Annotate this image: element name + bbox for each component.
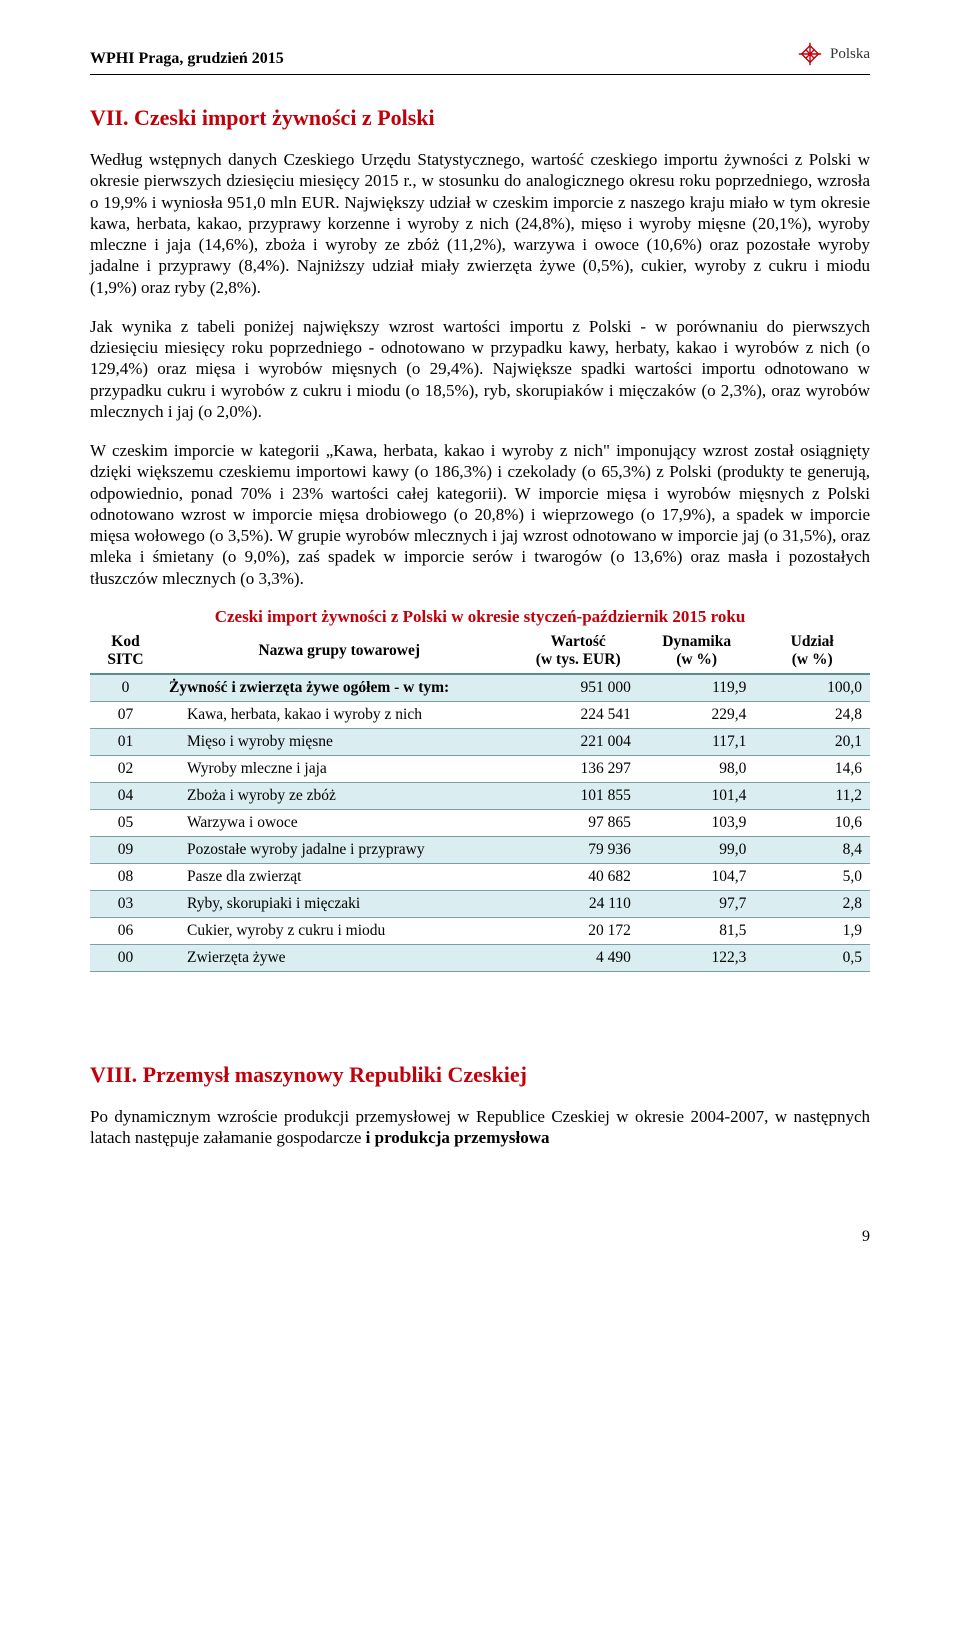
header-logo: Polska xyxy=(796,40,870,68)
cell-share: 14,6 xyxy=(754,755,870,782)
cell-code: 01 xyxy=(90,728,161,755)
cell-value: 4 490 xyxy=(518,944,639,971)
cell-dynamics: 119,9 xyxy=(639,674,755,702)
cell-code: 06 xyxy=(90,917,161,944)
table-row: 05Warzywa i owoce97 865103,910,6 xyxy=(90,809,870,836)
col-name: Nazwa grupy towarowej xyxy=(161,629,518,674)
logo-text: Polska xyxy=(830,46,870,63)
cell-code: 02 xyxy=(90,755,161,782)
cell-value: 951 000 xyxy=(518,674,639,702)
cell-share: 11,2 xyxy=(754,782,870,809)
table-row: 04Zboża i wyroby ze zbóż101 855101,411,2 xyxy=(90,782,870,809)
section-7-para-2: Jak wynika z tabeli poniżej największy w… xyxy=(90,316,870,422)
cell-share: 5,0 xyxy=(754,863,870,890)
col-dynamics: Dynamika (w %) xyxy=(639,629,755,674)
cell-value: 24 110 xyxy=(518,890,639,917)
table-row: 00Zwierzęta żywe4 490122,30,5 xyxy=(90,944,870,971)
cell-dynamics: 122,3 xyxy=(639,944,755,971)
col-value: Wartość (w tys. EUR) xyxy=(518,629,639,674)
section-7-para-1: Według wstępnych danych Czeskiego Urzędu… xyxy=(90,149,870,298)
section-8-heading: VIII. Przemysł maszynowy Republiki Czesk… xyxy=(90,1062,870,1088)
cell-value: 20 172 xyxy=(518,917,639,944)
table-row: 03Ryby, skorupiaki i mięczaki24 11097,72… xyxy=(90,890,870,917)
import-table: Kod SITC Nazwa grupy towarowej Wartość (… xyxy=(90,629,870,972)
cell-name: Pozostałe wyroby jadalne i przyprawy xyxy=(161,836,518,863)
cell-code: 0 xyxy=(90,674,161,702)
cell-value: 224 541 xyxy=(518,701,639,728)
cell-value: 40 682 xyxy=(518,863,639,890)
cell-code: 09 xyxy=(90,836,161,863)
cell-name: Pasze dla zwierząt xyxy=(161,863,518,890)
table-row: 0Żywność i zwierzęta żywe ogółem - w tym… xyxy=(90,674,870,702)
cell-dynamics: 98,0 xyxy=(639,755,755,782)
cell-share: 20,1 xyxy=(754,728,870,755)
cell-value: 97 865 xyxy=(518,809,639,836)
table-row: 01Mięso i wyroby mięsne221 004117,120,1 xyxy=(90,728,870,755)
cell-dynamics: 229,4 xyxy=(639,701,755,728)
cell-share: 10,6 xyxy=(754,809,870,836)
table-row: 08Pasze dla zwierząt40 682104,75,0 xyxy=(90,863,870,890)
cell-code: 03 xyxy=(90,890,161,917)
cell-dynamics: 97,7 xyxy=(639,890,755,917)
section-8-para-1: Po dynamicznym wzroście produkcji przemy… xyxy=(90,1106,870,1149)
cell-name: Warzywa i owoce xyxy=(161,809,518,836)
table-row: 06Cukier, wyroby z cukru i miodu20 17281… xyxy=(90,917,870,944)
cell-name: Wyroby mleczne i jaja xyxy=(161,755,518,782)
cell-share: 24,8 xyxy=(754,701,870,728)
cell-dynamics: 99,0 xyxy=(639,836,755,863)
page-number: 9 xyxy=(90,1228,870,1246)
page-header: WPHI Praga, grudzień 2015 Polska xyxy=(90,40,870,75)
cell-name: Mięso i wyroby mięsne xyxy=(161,728,518,755)
cell-name: Żywność i zwierzęta żywe ogółem - w tym: xyxy=(161,674,518,702)
cell-dynamics: 117,1 xyxy=(639,728,755,755)
cell-value: 136 297 xyxy=(518,755,639,782)
table-row: 02Wyroby mleczne i jaja136 29798,014,6 xyxy=(90,755,870,782)
cell-dynamics: 81,5 xyxy=(639,917,755,944)
cell-name: Ryby, skorupiaki i mięczaki xyxy=(161,890,518,917)
cell-share: 1,9 xyxy=(754,917,870,944)
cell-dynamics: 104,7 xyxy=(639,863,755,890)
section-7-heading: VII. Czeski import żywności z Polski xyxy=(90,105,870,131)
cell-code: 08 xyxy=(90,863,161,890)
cell-code: 04 xyxy=(90,782,161,809)
table-row: 07Kawa, herbata, kakao i wyroby z nich22… xyxy=(90,701,870,728)
cell-share: 8,4 xyxy=(754,836,870,863)
cell-name: Kawa, herbata, kakao i wyroby z nich xyxy=(161,701,518,728)
section-7-para-3: W czeskim imporcie w kategorii „Kawa, he… xyxy=(90,440,870,589)
table-row: 09Pozostałe wyroby jadalne i przyprawy79… xyxy=(90,836,870,863)
cell-dynamics: 101,4 xyxy=(639,782,755,809)
header-title: WPHI Praga, grudzień 2015 xyxy=(90,50,284,68)
cell-code: 00 xyxy=(90,944,161,971)
col-share: Udział (w %) xyxy=(754,629,870,674)
table-title: Czeski import żywności z Polski w okresi… xyxy=(90,607,870,627)
cell-share: 0,5 xyxy=(754,944,870,971)
cell-share: 2,8 xyxy=(754,890,870,917)
polska-logo-icon xyxy=(796,40,824,68)
cell-code: 05 xyxy=(90,809,161,836)
cell-name: Zboża i wyroby ze zbóż xyxy=(161,782,518,809)
col-code: Kod SITC xyxy=(90,629,161,674)
cell-name: Cukier, wyroby z cukru i miodu xyxy=(161,917,518,944)
cell-code: 07 xyxy=(90,701,161,728)
cell-share: 100,0 xyxy=(754,674,870,702)
cell-value: 79 936 xyxy=(518,836,639,863)
cell-value: 101 855 xyxy=(518,782,639,809)
cell-dynamics: 103,9 xyxy=(639,809,755,836)
cell-name: Zwierzęta żywe xyxy=(161,944,518,971)
cell-value: 221 004 xyxy=(518,728,639,755)
